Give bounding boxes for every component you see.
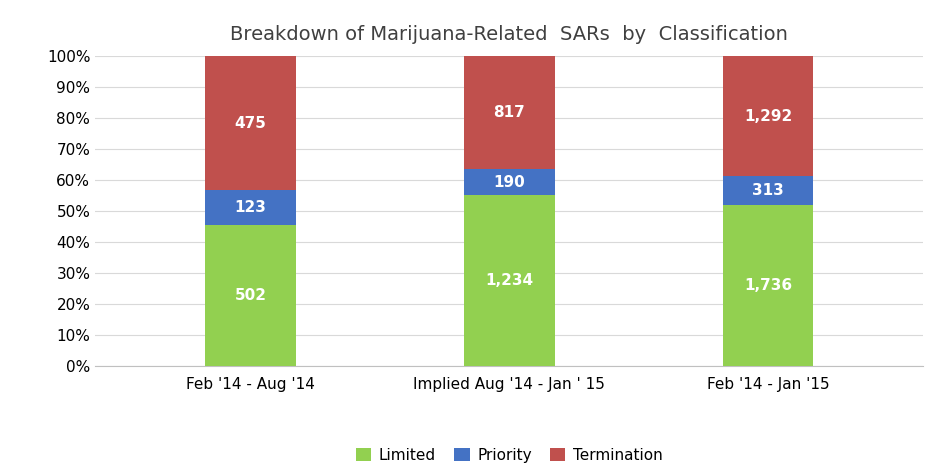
Bar: [723, 56, 813, 176]
Bar: [723, 205, 813, 366]
Text: 817: 817: [493, 105, 526, 120]
Bar: [206, 190, 296, 225]
Text: 190: 190: [493, 175, 526, 190]
Bar: [464, 56, 555, 169]
Bar: [206, 225, 296, 366]
Legend: Limited, Priority, Termination: Limited, Priority, Termination: [349, 441, 669, 469]
Text: 1,234: 1,234: [486, 273, 533, 288]
Text: 475: 475: [234, 116, 267, 130]
Text: 502: 502: [234, 287, 267, 303]
Bar: [464, 196, 555, 366]
Text: 313: 313: [752, 183, 784, 198]
Text: 1,292: 1,292: [744, 109, 792, 124]
Title: Breakdown of Marijuana-Related  SARs  by  Classification: Breakdown of Marijuana-Related SARs by C…: [230, 24, 788, 44]
Bar: [464, 169, 555, 196]
Bar: [206, 56, 296, 190]
Bar: [723, 176, 813, 205]
Text: 123: 123: [234, 200, 267, 215]
Text: 1,736: 1,736: [744, 278, 792, 293]
